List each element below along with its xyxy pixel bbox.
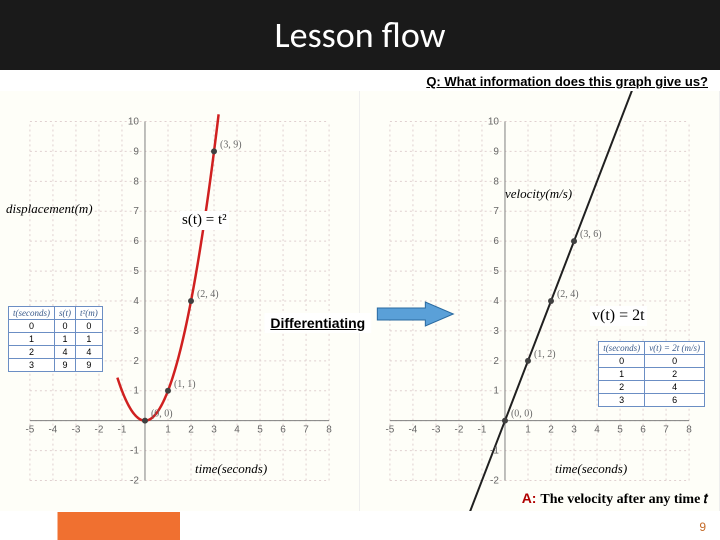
svg-text:-2: -2 [95, 425, 104, 436]
svg-text:10: 10 [128, 116, 140, 127]
svg-text:(0, 0): (0, 0) [511, 409, 533, 420]
svg-text:7: 7 [663, 425, 669, 436]
svg-text:5: 5 [257, 425, 263, 436]
svg-text:(1, 1): (1, 1) [174, 379, 196, 390]
svg-text:1: 1 [525, 425, 531, 436]
svg-text:7: 7 [303, 425, 309, 436]
svg-text:1: 1 [133, 386, 139, 397]
svg-text:6: 6 [640, 425, 646, 436]
svg-text:3: 3 [571, 425, 577, 436]
svg-text:-1: -1 [478, 425, 487, 436]
svg-text:(2, 4): (2, 4) [557, 289, 579, 300]
svg-text:-5: -5 [25, 425, 34, 436]
svg-text:3: 3 [493, 326, 499, 337]
svg-text:1: 1 [165, 425, 171, 436]
svg-text:4: 4 [594, 425, 600, 436]
svg-text:(3, 9): (3, 9) [220, 139, 242, 150]
differentiating-block: Differentiating [264, 296, 455, 333]
svg-text:-1: -1 [490, 446, 499, 457]
svg-text:6: 6 [280, 425, 286, 436]
svg-text:10: 10 [488, 116, 500, 127]
answer-line: A: The velocity after any time 𝑡 [522, 490, 708, 508]
svg-text:2: 2 [188, 425, 194, 436]
title-bar: Lesson flow [0, 0, 720, 70]
svg-text:-2: -2 [490, 475, 499, 486]
left-ylabel: displacement(m) [6, 201, 93, 217]
svg-text:-3: -3 [432, 425, 441, 436]
svg-text:3: 3 [133, 326, 139, 337]
svg-text:-4: -4 [48, 425, 57, 436]
svg-text:(0, 0): (0, 0) [151, 409, 173, 420]
chart-area: (0, 0) (1, 1) (2, 4) (3, 9) -5 -4 -3 -2 -1 1 2 3 4 5… [0, 91, 720, 511]
left-equation: s(t) = t² [180, 211, 229, 230]
svg-text:5: 5 [133, 266, 139, 277]
svg-text:-4: -4 [408, 425, 417, 436]
svg-text:8: 8 [133, 176, 139, 187]
arrow-icon [376, 300, 456, 328]
answer-prefix: A: [522, 490, 537, 506]
question-text: Q: What information does this graph give… [0, 70, 720, 91]
svg-text:2: 2 [548, 425, 554, 436]
svg-text:2: 2 [493, 356, 499, 367]
svg-text:-5: -5 [385, 425, 394, 436]
svg-text:2: 2 [133, 356, 139, 367]
svg-text:4: 4 [234, 425, 240, 436]
svg-text:-1: -1 [130, 446, 139, 457]
slide-title: Lesson flow [275, 13, 446, 57]
svg-text:5: 5 [617, 425, 623, 436]
answer-text: The velocity after any time 𝑡 [540, 492, 708, 507]
right-table: t(seconds)v(t) = 2t (m/s) 00122436 [598, 341, 705, 407]
svg-text:7: 7 [133, 206, 139, 217]
svg-text:-2: -2 [130, 475, 139, 486]
right-equation: v(t) = 2t [590, 306, 647, 326]
left-xlabel: time(seconds) [195, 461, 267, 477]
svg-text:-1: -1 [118, 425, 127, 436]
right-xlabel: time(seconds) [555, 461, 627, 477]
svg-text:8: 8 [326, 425, 332, 436]
svg-text:4: 4 [133, 296, 139, 307]
svg-text:5: 5 [493, 266, 499, 277]
svg-text:8: 8 [686, 425, 692, 436]
svg-text:9: 9 [493, 146, 499, 157]
footer-accent [0, 512, 720, 540]
svg-text:8: 8 [493, 176, 499, 187]
right-ylabel: velocity(m/s) [505, 186, 572, 202]
left-table: t(seconds)s(t)t²(m) 000111244399 [8, 306, 103, 372]
svg-text:(3, 6): (3, 6) [580, 229, 602, 240]
svg-text:-3: -3 [72, 425, 81, 436]
svg-text:(1, 2): (1, 2) [534, 349, 556, 360]
page-number: 9 [699, 520, 706, 534]
svg-text:4: 4 [493, 296, 499, 307]
svg-text:9: 9 [133, 146, 139, 157]
svg-text:3: 3 [211, 425, 217, 436]
svg-text:(2, 4): (2, 4) [197, 289, 219, 300]
svg-text:1: 1 [493, 386, 499, 397]
svg-text:6: 6 [493, 236, 499, 247]
differentiating-word: Differentiating [264, 313, 371, 333]
svg-text:-2: -2 [455, 425, 464, 436]
svg-text:7: 7 [493, 206, 499, 217]
svg-text:6: 6 [133, 236, 139, 247]
